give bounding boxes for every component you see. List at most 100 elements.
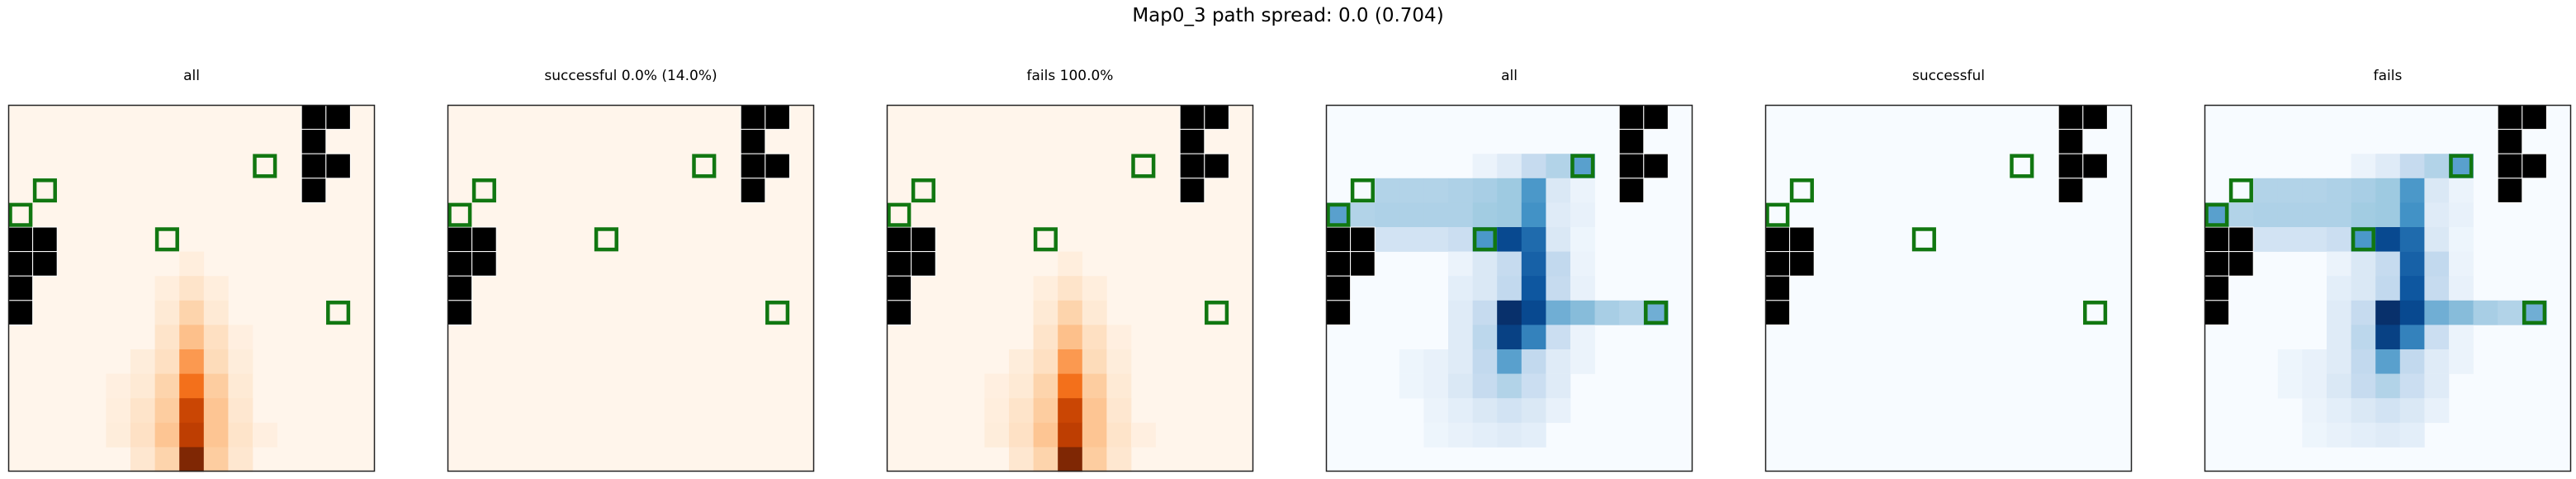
goal-marker [1350, 178, 1375, 203]
heatmap-cell [1082, 325, 1107, 350]
heatmap-cell [1058, 300, 1083, 325]
heatmap-cell [1033, 422, 1058, 448]
obstacle-cell [2057, 178, 2084, 203]
obstacle-cell [447, 275, 473, 301]
heatmap-cell [2277, 178, 2303, 203]
heatmap-cell [2375, 300, 2401, 325]
heatmap-cell [1082, 349, 1107, 374]
heatmap-cell [1472, 300, 1498, 325]
heatmap-cell [1350, 202, 1376, 228]
heatmap-cell [203, 276, 229, 301]
obstacle-cell [32, 251, 58, 277]
heatmap-cell [2302, 373, 2327, 399]
heatmap-cell [1570, 202, 1595, 228]
obstacle-cell [1204, 104, 1229, 130]
heatmap-cell [2424, 325, 2450, 350]
heatmap-cell [179, 325, 205, 350]
goal-marker [8, 202, 33, 227]
heatmap-cell [2424, 227, 2450, 252]
obstacle-cell [2228, 226, 2254, 253]
obstacle-cell [2228, 251, 2254, 277]
heatmap-cell [1399, 349, 1424, 374]
heatmap-cell [2351, 154, 2376, 179]
heatmap-cell [179, 447, 205, 472]
heatmap-cell [984, 398, 1010, 424]
goal-marker [1326, 202, 1351, 227]
heatmap-cell [1423, 398, 1449, 424]
heatmap-cell [154, 422, 180, 448]
obstacle-cell [1618, 178, 1645, 203]
obstacle-cell [1204, 153, 1229, 179]
figure-title: Map0_3 path spread: 0.0 (0.704) [1132, 5, 1444, 26]
goal-marker [2351, 227, 2375, 252]
heatmap-cell [1082, 422, 1107, 448]
heatmap-cell [1497, 422, 1522, 448]
heatmap-cell [1497, 154, 1522, 179]
heatmap-cell [2449, 300, 2474, 325]
panel-density-all: all [7, 68, 376, 472]
heatmap-cell [1106, 422, 1132, 448]
heatmap-cell [228, 398, 253, 424]
heatmap-cell [1106, 325, 1132, 350]
heatmap-cell [1546, 300, 1571, 325]
heatmap-cell [2327, 398, 2351, 424]
heatmap-cell [1546, 276, 1571, 301]
heatmap-cell [154, 373, 180, 399]
obstacle-cell [1643, 153, 1669, 179]
heatmap-cell [2351, 398, 2376, 424]
goal-marker [2522, 301, 2547, 325]
heatmap-cell [203, 422, 229, 448]
obstacle-cell [911, 251, 936, 277]
panel-frame [1764, 104, 2133, 472]
heatmap-cell [2302, 227, 2327, 252]
heatmap-cell [2399, 373, 2425, 399]
heatmap-cell [1399, 178, 1424, 203]
heatmap-cell [1033, 349, 1058, 374]
heatmap-cell [1033, 300, 1058, 325]
heatmap-cell [1448, 202, 1473, 228]
heatmap-cell [2375, 276, 2401, 301]
heatmap-cell [1546, 154, 1571, 179]
obstacle-cell [1618, 153, 1645, 179]
heatmap-cell [2449, 276, 2474, 301]
heatmap-cell [1570, 178, 1595, 203]
heatmap-cell [2424, 154, 2450, 179]
heatmap-cell [1058, 398, 1083, 424]
heatmap-cell [2302, 422, 2327, 448]
heatmap-cell [1375, 227, 1400, 252]
goal-marker [1205, 301, 1229, 325]
heatmap-cell [1448, 349, 1473, 374]
heatmap-cell [1546, 251, 1571, 277]
goal-marker [2083, 301, 2108, 325]
goal-marker [1033, 227, 1058, 252]
heatmap-cell [2449, 202, 2474, 228]
heatmap-cell [1497, 300, 1522, 325]
heatmap-cell [2424, 373, 2450, 399]
goal-marker [253, 154, 277, 178]
heatmap-cell [2375, 178, 2401, 203]
obstacle-cell [2204, 275, 2230, 301]
heatmap-cell [2399, 251, 2425, 277]
heatmap-cell [203, 300, 229, 325]
obstacle-cell [2522, 104, 2547, 130]
heatmap-cell [2449, 178, 2474, 203]
heatmap-cell [154, 398, 180, 424]
heatmap-cell [2449, 325, 2474, 350]
obstacle-cell [2204, 251, 2230, 277]
heatmap-cell [179, 422, 205, 448]
heatmap-cell [228, 447, 253, 472]
obstacle-cell [301, 104, 327, 130]
heatmap-cell [1082, 398, 1107, 424]
heatmap-cell [1033, 398, 1058, 424]
heatmap-cell [1570, 325, 1595, 350]
obstacle-cell [1325, 300, 1352, 325]
heatmap-cell [1546, 325, 1571, 350]
goal-marker [2204, 202, 2229, 227]
heatmap-cell [1448, 251, 1473, 277]
obstacle-cell [1789, 251, 1815, 277]
panel-frame [886, 104, 1254, 472]
heatmap-cell [1570, 227, 1595, 252]
obstacle-cell [301, 153, 327, 179]
heatmap-cell [1570, 300, 1595, 325]
heatmap-cell [1472, 422, 1498, 448]
